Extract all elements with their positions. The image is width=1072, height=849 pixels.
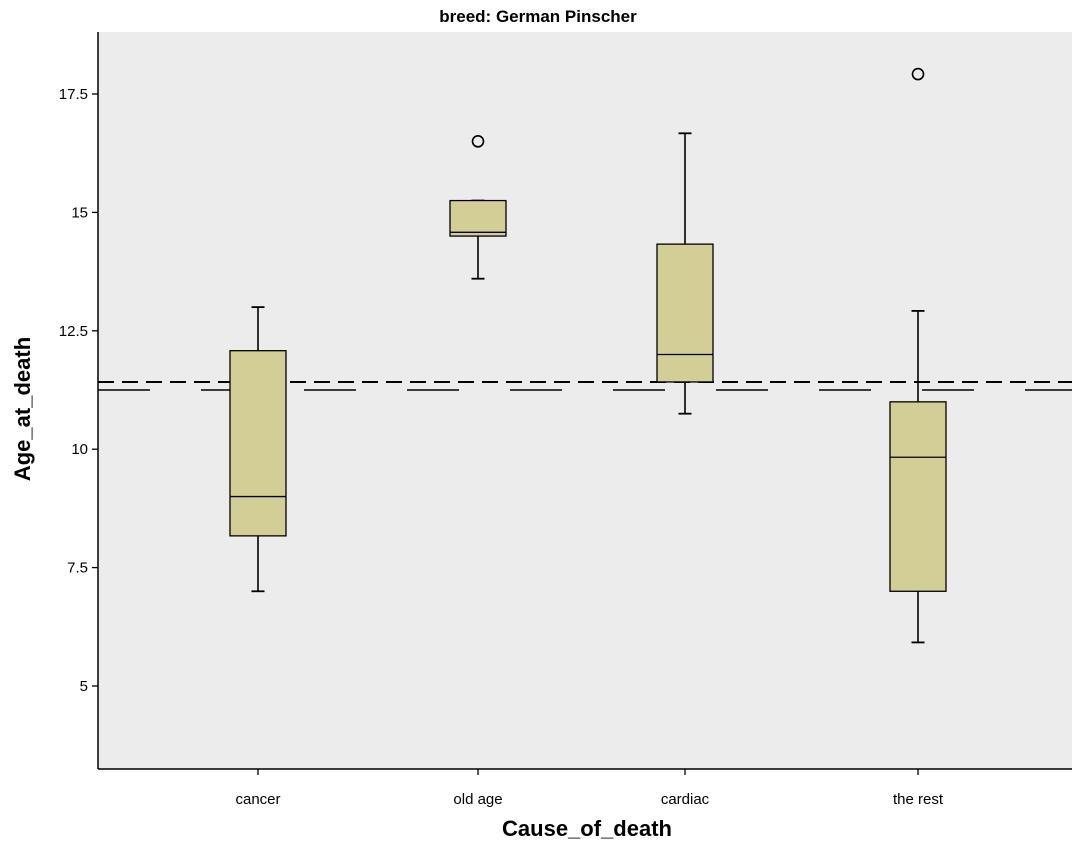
box-iqr xyxy=(449,199,507,237)
x-tick-label: the rest xyxy=(893,791,944,808)
box-iqr xyxy=(656,243,714,383)
y-tick-label: 10 xyxy=(71,441,88,458)
x-tick-label: old age xyxy=(453,791,502,808)
outlier-point xyxy=(911,67,925,81)
x-axis-title: Cause_of_death xyxy=(502,816,672,841)
y-tick-label: 17.5 xyxy=(59,86,88,103)
y-axis-title: Age_at_death xyxy=(10,337,35,481)
x-tick-label: cancer xyxy=(235,791,280,808)
outlier-point xyxy=(471,135,485,148)
x-tick-label: cardiac xyxy=(661,791,710,808)
x-axis-ticks: cancer old age cardiac the rest xyxy=(235,769,944,808)
y-tick-label: 15 xyxy=(71,204,88,221)
box-cardiac xyxy=(656,132,714,415)
box-iqr xyxy=(889,401,947,592)
box-old-age xyxy=(449,135,507,280)
boxplots xyxy=(229,67,947,644)
box-the-rest xyxy=(889,67,947,644)
y-axis-ticks: 5 7.5 10 12.5 15 17.5 xyxy=(59,86,98,695)
y-tick-label: 7.5 xyxy=(67,560,88,577)
box-iqr xyxy=(229,350,287,537)
reference-lines xyxy=(98,380,1072,391)
y-tick-label: 12.5 xyxy=(59,323,88,340)
chart-title: breed: German Pinscher xyxy=(439,7,637,26)
box-cancer xyxy=(229,306,287,593)
y-tick-label: 5 xyxy=(80,678,88,695)
